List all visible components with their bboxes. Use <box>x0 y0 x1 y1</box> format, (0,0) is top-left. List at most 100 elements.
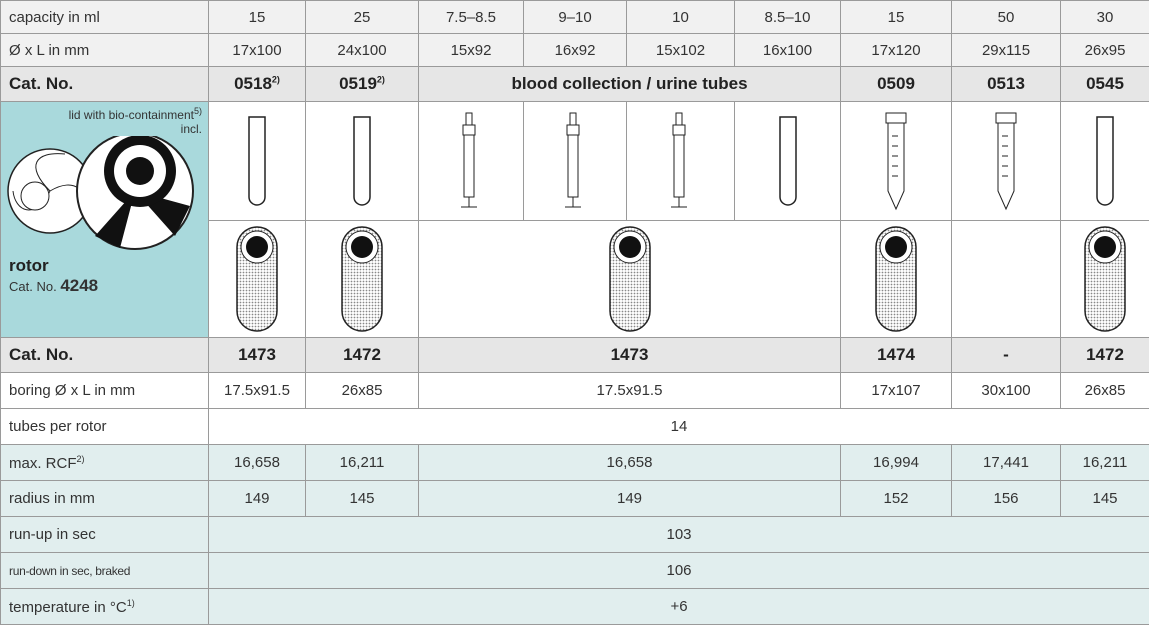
holder-cell <box>841 221 952 338</box>
cell: 156 <box>952 481 1061 517</box>
cell-text: - <box>1003 345 1009 364</box>
cell-text: 145 <box>349 490 374 507</box>
cell-text: 17,441 <box>983 454 1029 471</box>
cell: 1474 <box>841 338 952 373</box>
cell-note: 2) <box>377 74 385 84</box>
tube-icon <box>1089 111 1121 211</box>
row-label: temperature in °C1) <box>1 589 209 625</box>
cell: 15x102 <box>627 34 735 67</box>
cell-text: 30x100 <box>981 382 1030 399</box>
table-row: temperature in °C1)+6 <box>1 589 1149 625</box>
cell: 05182) <box>209 67 306 102</box>
cell-text: 16,658 <box>607 454 653 471</box>
cell: 14 <box>209 409 1149 445</box>
row-label: capacity in ml <box>1 1 209 34</box>
cell-text: 17.5x91.5 <box>224 382 290 399</box>
tube-icon <box>772 111 804 211</box>
cell: 26x85 <box>306 373 419 409</box>
cell: 15 <box>209 1 306 34</box>
cell: 05192) <box>306 67 419 102</box>
table-row: boring Ø x L in mm 17.5x91.5 26x85 17.5x91.… <box>1 373 1149 409</box>
label-text: tubes per rotor <box>9 418 107 435</box>
holder-cell <box>1061 221 1149 338</box>
cell-text: 26x95 <box>1085 42 1126 59</box>
tube-cell <box>841 102 952 221</box>
cell-text: 103 <box>666 526 691 543</box>
row-label: Cat. No. <box>1 338 209 373</box>
tube-cell <box>419 102 524 221</box>
cell: 145 <box>1061 481 1149 517</box>
tube-icon <box>665 111 697 211</box>
holder-icon <box>1084 226 1126 332</box>
cell: 25 <box>306 1 419 34</box>
cell: 0545 <box>1061 67 1149 102</box>
cell-text: 16,658 <box>234 454 280 471</box>
lid-note: 5) <box>194 106 202 116</box>
tube-cell <box>524 102 627 221</box>
tube-cell <box>627 102 735 221</box>
tube-cell <box>1061 102 1149 221</box>
cell-text: 15x92 <box>451 42 492 59</box>
cell: 17x120 <box>841 34 952 67</box>
holder-icon <box>236 226 278 332</box>
cell-text: 1473 <box>611 345 649 364</box>
cell-text: 17x120 <box>871 42 920 59</box>
holder-cell <box>952 221 1061 338</box>
label-note: 1) <box>127 598 135 608</box>
label-text: radius in mm <box>9 490 95 507</box>
cell: 15x92 <box>419 34 524 67</box>
rotor-cat-label: Cat. No. <box>9 279 57 294</box>
cell-text: 156 <box>993 490 1018 507</box>
cell-text: 29x115 <box>982 42 1030 59</box>
rotor-name: rotor <box>1 256 208 276</box>
holder-icon <box>875 226 917 332</box>
cell: 1472 <box>1061 338 1149 373</box>
cell-text: 24x100 <box>337 42 386 59</box>
tube-icon <box>241 111 273 211</box>
spec-table: capacity in ml15257.5–8.59–10108.5–10155… <box>0 0 1149 625</box>
tube-icon <box>346 111 378 211</box>
cell-text: 149 <box>244 490 269 507</box>
tube-icon <box>455 111 487 211</box>
page: capacity in ml15257.5–8.59–10108.5–10155… <box>0 0 1149 632</box>
table-row: tubes per rotor 14 <box>1 409 1149 445</box>
cell: 15 <box>841 1 952 34</box>
cell-text: 0513 <box>987 74 1025 93</box>
cell-text: 17.5x91.5 <box>597 382 663 399</box>
cell-text: 0518 <box>234 74 272 93</box>
lid-label: lid with bio-containment <box>69 108 194 122</box>
cell-text: 16,211 <box>340 454 385 471</box>
label-text: run-up in sec <box>9 526 96 543</box>
cell: 9–10 <box>524 1 627 34</box>
cell: 0513 <box>952 67 1061 102</box>
tube-icon <box>559 111 591 211</box>
cell-text: 106 <box>666 562 691 579</box>
cell: 30x100 <box>952 373 1061 409</box>
rotor-cell: lid with bio-containment5) incl. rotor Cat.… <box>1 102 209 338</box>
label-text: capacity in ml <box>9 9 100 26</box>
table-row: run-down in sec, braked106 <box>1 553 1149 589</box>
cell: 17.5x91.5 <box>209 373 306 409</box>
rotor-illustration <box>5 136 205 256</box>
cell-text: 10 <box>672 9 689 26</box>
cell: 17x107 <box>841 373 952 409</box>
cell: 106 <box>209 553 1149 589</box>
label-text: boring Ø x L in mm <box>9 382 135 399</box>
row-label: max. RCF2) <box>1 445 209 481</box>
cell: 16x100 <box>735 34 841 67</box>
cell: 10 <box>627 1 735 34</box>
holder-icon <box>609 226 651 332</box>
cell-text: 1473 <box>238 345 276 364</box>
cell-text: 149 <box>617 490 642 507</box>
cell: 50 <box>952 1 1061 34</box>
lid-text: lid with bio-containment5) incl. <box>1 102 208 136</box>
table-row: Cat. No.05182)05192)blood collection / u… <box>1 67 1149 102</box>
tube-cell <box>735 102 841 221</box>
cell: 149 <box>209 481 306 517</box>
cell: 16,658 <box>419 445 841 481</box>
cell-text: 0509 <box>877 74 915 93</box>
label-text: Cat. No. <box>9 74 73 93</box>
lid-suffix: incl. <box>181 122 202 136</box>
cell: 26x95 <box>1061 34 1149 67</box>
